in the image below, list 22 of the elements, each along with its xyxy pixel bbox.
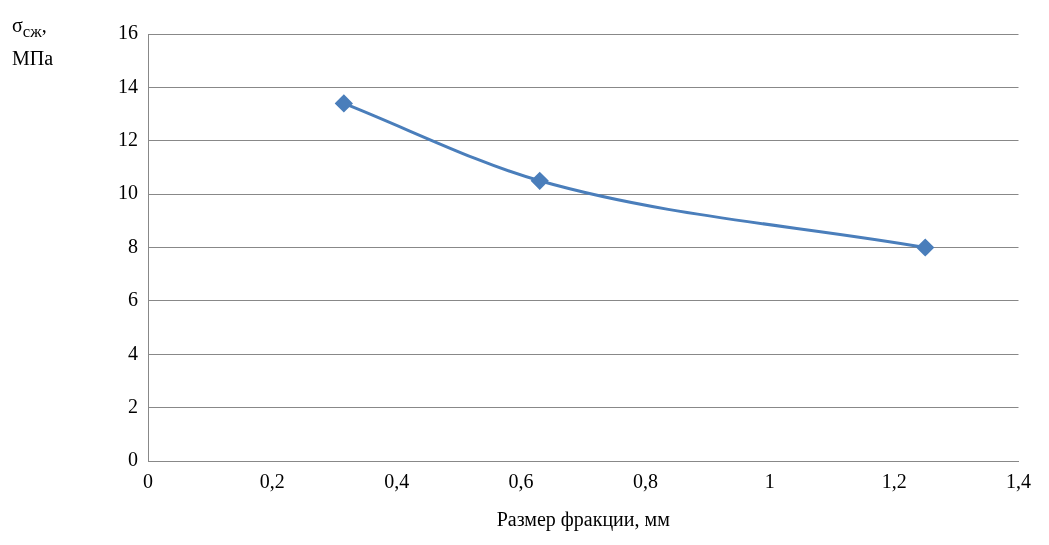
x-tick-label: 0 bbox=[143, 470, 153, 493]
x-axis-title: Размер фракции, мм bbox=[496, 508, 671, 532]
y-tick-label: 2 bbox=[128, 394, 138, 417]
point bbox=[916, 239, 934, 256]
y-tick-label: 16 bbox=[118, 21, 138, 44]
y-tick-label: 14 bbox=[118, 74, 138, 97]
y-axis-title: σ$_{сж}$, МПа bbox=[12, 13, 55, 71]
y-tick-label: 10 bbox=[118, 181, 138, 204]
y-tick-label: 4 bbox=[128, 341, 138, 364]
x-tick-label: 0,4 bbox=[384, 470, 410, 493]
y-tick-label: 12 bbox=[118, 128, 138, 150]
y-tick-label: 8 bbox=[128, 234, 138, 257]
x-tick-label: 0,6 bbox=[508, 470, 534, 493]
y-tick-label: 6 bbox=[128, 288, 138, 311]
x-tick-label: 1,2 bbox=[881, 470, 907, 493]
x-tick-label: 0,8 bbox=[632, 470, 658, 493]
x-tick-label: 1,4 bbox=[1006, 470, 1031, 493]
point bbox=[531, 172, 549, 190]
y-tick-label: 0 bbox=[128, 448, 138, 471]
x-tick-label: 1 bbox=[764, 470, 775, 493]
x-tick-label: 0,2 bbox=[259, 470, 285, 493]
point bbox=[335, 94, 353, 112]
